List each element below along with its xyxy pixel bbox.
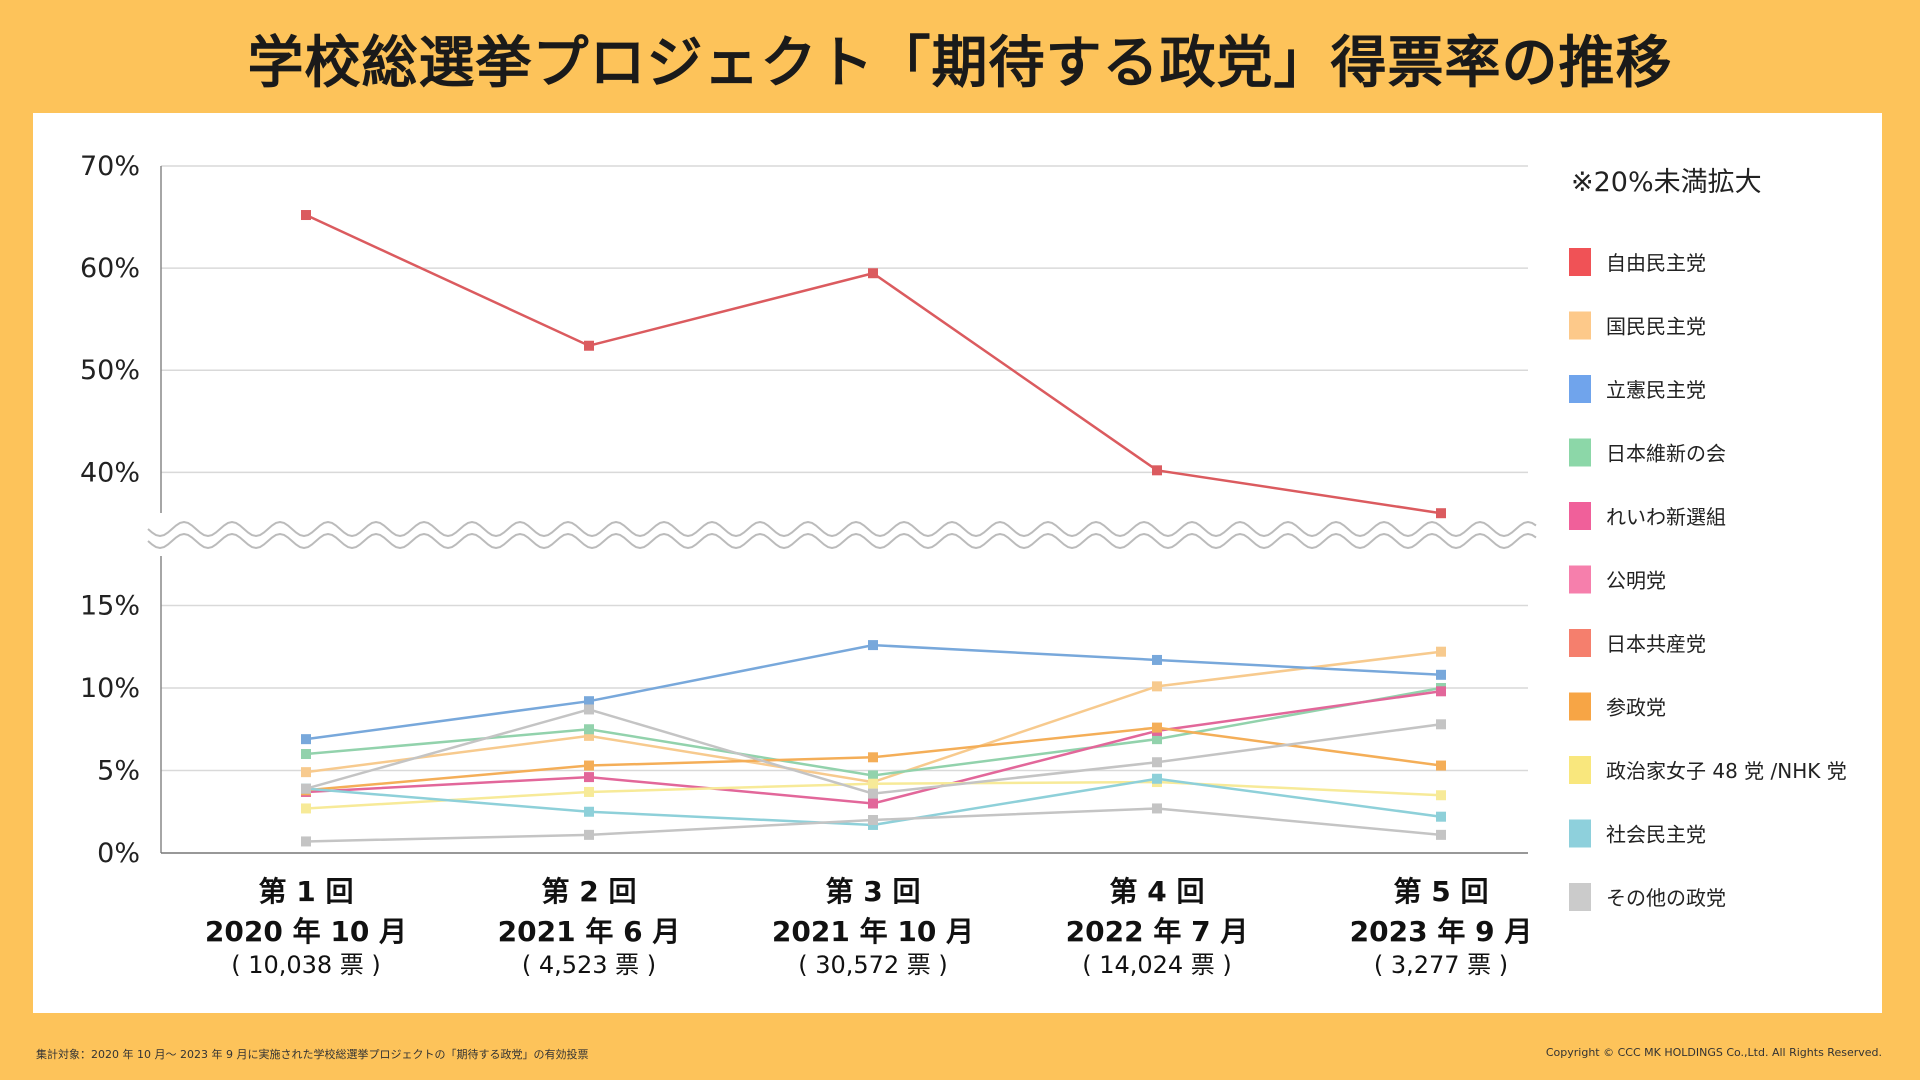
x-label-round: 第 1 回	[259, 875, 354, 908]
data-point-9	[1436, 790, 1446, 801]
data-point-2	[1436, 646, 1446, 657]
data-point-2	[301, 767, 311, 778]
legend-label: 参政党	[1606, 696, 1666, 720]
y-tick-label: 5%	[97, 756, 140, 787]
y-tick-label: 50%	[80, 355, 140, 386]
data-point-11	[868, 815, 878, 825]
line-chart: 40% 50% 60% 70% 0% 5% 10% 15% 第 1 回 2020 年 10 月 ( …	[80, 151, 1847, 979]
data-point-12	[1436, 719, 1446, 730]
x-label-date: 2020 年 10 月	[205, 915, 407, 948]
legend-label: 政治家女子 48 党 /NHK 党	[1606, 759, 1847, 783]
data-point-1	[1152, 465, 1162, 476]
legend-title: ※20%未満拡大	[1571, 167, 1762, 198]
x-label-date: 2021 年 6 月	[498, 915, 681, 948]
footnote: 集計対象：2020 年 10 月〜 2023 年 9 月に実施された学校総選挙プ…	[36, 1048, 589, 1061]
data-point-12	[584, 704, 594, 715]
data-point-1	[301, 210, 311, 221]
data-point-12	[868, 788, 878, 799]
legend-swatch	[1569, 502, 1591, 530]
data-point-5	[584, 772, 594, 783]
data-point-9	[301, 803, 311, 814]
data-point-3	[1152, 654, 1162, 665]
data-point-2	[1152, 681, 1162, 692]
data-point-12	[1152, 757, 1162, 768]
data-point-3	[1436, 669, 1446, 680]
data-point-2	[584, 730, 594, 741]
data-point-4	[301, 749, 311, 759]
legend-swatch	[1569, 248, 1591, 276]
legend-swatch	[1569, 692, 1591, 721]
x-label-votes: ( 4,523 票 )	[522, 951, 656, 979]
x-label-date: 2023 年 9 月	[1350, 915, 1533, 948]
data-point-1	[584, 340, 594, 351]
data-point-11	[301, 836, 311, 847]
y-tick-label: 40%	[80, 457, 140, 488]
data-point-8	[868, 752, 878, 763]
data-point-3	[301, 734, 311, 745]
legend-label: 日本維新の会	[1606, 442, 1726, 466]
x-label-round: 第 2 回	[542, 875, 637, 908]
data-point-11	[1436, 829, 1446, 840]
page-title: 学校総選挙プロジェクト「期待する政党」得票率の推移	[247, 31, 1673, 96]
legend-swatch	[1569, 311, 1591, 340]
series-line-4	[305, 686, 1442, 777]
data-point-10	[1152, 773, 1162, 784]
data-point-11	[1152, 803, 1162, 814]
legend-label: その他の政党	[1606, 886, 1726, 910]
data-point-1	[868, 268, 878, 279]
data-point-5	[868, 798, 878, 809]
copyright: Copyright © CCC MK HOLDINGS Co.,Ltd. All…	[1545, 1046, 1882, 1059]
data-point-4	[584, 724, 594, 735]
data-point-10	[1436, 811, 1446, 822]
data-point-8	[1436, 760, 1446, 771]
legend-label: 公明党	[1606, 569, 1666, 593]
x-label-votes: ( 3,277 票 )	[1374, 951, 1508, 979]
legend-swatch	[1569, 438, 1591, 467]
chart-panel: 40% 50% 60% 70% 0% 5% 10% 15% 第 1 回 2020 年 10 月 ( …	[33, 113, 1882, 1013]
x-label-votes: ( 14,024 票 )	[1082, 951, 1232, 979]
data-point-1	[1436, 508, 1446, 519]
legend-label: 国民民主党	[1606, 315, 1706, 339]
axis-break-wave-top	[147, 520, 1537, 538]
series-line-3	[305, 643, 1442, 741]
y-tick-label: 15%	[80, 591, 140, 622]
data-point-4	[868, 770, 878, 781]
x-label-date: 2022 年 7 月	[1066, 915, 1249, 948]
data-point-9	[868, 778, 878, 789]
x-label-round: 第 3 回	[826, 875, 921, 908]
x-label-round: 第 4 回	[1110, 875, 1205, 908]
data-point-3	[868, 640, 878, 651]
data-point-11	[584, 829, 594, 840]
legend-label: れいわ新選組	[1606, 505, 1726, 529]
y-tick-label: 10%	[80, 673, 140, 704]
x-label-votes: ( 30,572 票 )	[798, 951, 948, 979]
data-point-3	[584, 696, 594, 707]
legend-label: 日本共産党	[1606, 632, 1706, 656]
axis-break-wave-bottom	[147, 532, 1537, 550]
legend-swatch	[1569, 375, 1591, 403]
legend-label: 立憲民主党	[1606, 378, 1706, 402]
legend-label: 自由民主党	[1606, 251, 1706, 275]
legend-swatch	[1569, 629, 1591, 657]
data-point-10	[584, 806, 594, 817]
legend-swatch	[1569, 756, 1591, 784]
data-point-12	[301, 783, 311, 794]
data-point-9	[584, 786, 594, 797]
y-tick-label: 0%	[97, 838, 140, 869]
data-point-8	[1152, 722, 1162, 733]
series-line-1	[305, 213, 1442, 515]
data-point-4	[1152, 734, 1162, 745]
legend-swatch	[1569, 565, 1591, 594]
x-label-round: 第 5 回	[1394, 875, 1489, 908]
data-point-5	[1436, 686, 1446, 697]
y-tick-label: 70%	[80, 151, 140, 182]
legend-swatch	[1569, 819, 1591, 848]
legend-swatch	[1569, 883, 1591, 911]
legend-label: 社会民主党	[1606, 823, 1706, 847]
data-point-8	[584, 760, 594, 771]
y-tick-label: 60%	[80, 253, 140, 284]
x-label-date: 2021 年 10 月	[772, 915, 974, 948]
x-label-votes: ( 10,038 票 )	[231, 951, 381, 979]
